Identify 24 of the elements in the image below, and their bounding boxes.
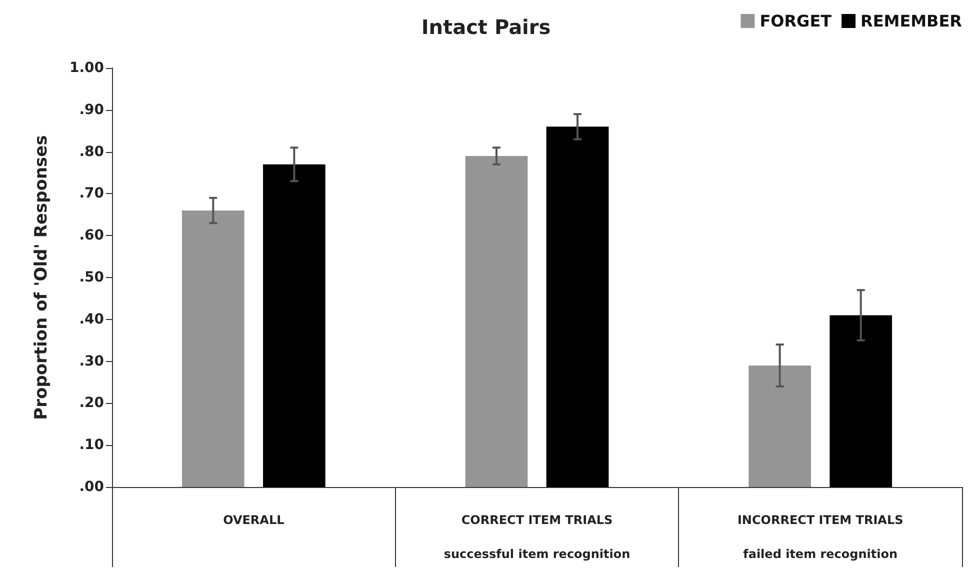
bar <box>830 315 892 487</box>
bar <box>182 210 244 487</box>
y-tick-label: .00 <box>79 479 104 495</box>
bar <box>465 156 528 487</box>
bar <box>263 164 326 487</box>
y-tick-label: .80 <box>79 144 104 160</box>
y-tick-label: 1.00 <box>69 60 104 76</box>
chart-title: Intact Pairs <box>421 15 551 39</box>
category-label: INCORRECT ITEM TRIALS failed item recognition <box>737 513 904 561</box>
bar <box>748 365 811 487</box>
y-axis-title: Proportion of 'Old' Responses <box>32 135 52 420</box>
category-label: CORRECT ITEM TRIALS successful item recognition <box>444 513 630 561</box>
y-tick-label: .10 <box>79 437 104 454</box>
y-tick-label: .70 <box>79 186 104 202</box>
y-tick-label: .60 <box>79 228 104 244</box>
y-tick-label: .50 <box>79 270 104 286</box>
y-tick-label: .40 <box>79 311 104 328</box>
y-tick-label: .90 <box>79 102 104 118</box>
x-tick-label: OVERALL <box>223 513 285 527</box>
y-tick-label: .20 <box>79 395 104 412</box>
legend-label: FORGET <box>760 12 832 30</box>
bar <box>546 126 609 487</box>
legend-label: REMEMBER <box>860 12 962 30</box>
y-tick-label: .30 <box>79 353 104 370</box>
